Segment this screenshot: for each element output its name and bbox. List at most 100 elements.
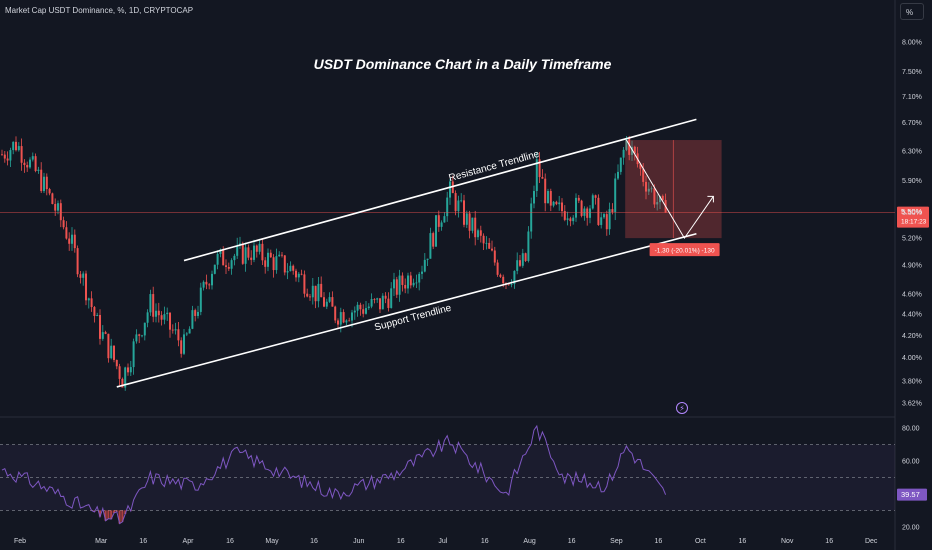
candle-body (306, 293, 309, 297)
candle-body (415, 282, 418, 284)
candle-body (617, 171, 619, 179)
candle-body (31, 156, 34, 160)
candle-body (73, 234, 76, 249)
symbol-legend: Market Cap USDT Dominance, %, 1D, CRYPTO… (5, 6, 194, 15)
rsi-oversold-fill (90, 510, 132, 524)
y-tick-label: 6.30% (902, 148, 922, 155)
candle-body (269, 252, 272, 258)
candle-body (225, 265, 227, 267)
candle-body (311, 285, 314, 298)
candle-body (51, 193, 54, 204)
candle-body (9, 150, 12, 161)
candle-body (516, 260, 519, 271)
candle-body (87, 298, 90, 301)
candle-body (250, 257, 253, 260)
candle-body (519, 260, 521, 266)
candle-body (57, 203, 59, 211)
candle-body (295, 270, 297, 278)
candle-body (348, 320, 351, 322)
candle-body (93, 307, 96, 316)
candle-body (575, 197, 577, 218)
candle-body (211, 273, 213, 286)
candle-body (437, 215, 440, 227)
candle-body (493, 250, 496, 263)
candle-body (647, 188, 650, 192)
rsi-y-tick-label: 20.00 (902, 524, 920, 531)
candle-body (216, 253, 219, 265)
candle-body (521, 253, 524, 266)
candle-body (337, 320, 339, 325)
candle-body (435, 215, 437, 247)
price-tag (897, 206, 929, 228)
chart-title: USDT Dominance Chart in a Daily Timefram… (313, 56, 612, 72)
candle-body (183, 334, 185, 354)
candle-body (155, 310, 157, 317)
candle-body (275, 256, 278, 271)
candle-body (317, 283, 320, 302)
candle-body (37, 169, 40, 171)
candle-body (513, 270, 516, 284)
candle-body (62, 220, 65, 228)
candle-body (558, 202, 561, 205)
candle-body (659, 195, 661, 203)
x-tick-label: 16 (655, 538, 663, 545)
x-tick-label: 16 (226, 538, 234, 545)
candle-body (412, 282, 415, 286)
x-tick-label: 16 (568, 538, 576, 545)
candle-body (393, 279, 395, 289)
candle-body (68, 238, 71, 244)
candle-body (625, 138, 628, 150)
candle-body (300, 273, 303, 275)
candle-body (26, 165, 29, 168)
candle-body (485, 242, 488, 244)
candle-body (460, 200, 463, 202)
x-tick-label: 16 (139, 538, 147, 545)
candle-body (121, 378, 124, 388)
candle-body (421, 271, 423, 274)
candle-body (85, 273, 87, 301)
candle-body (418, 273, 421, 283)
x-tick-label: 16 (397, 538, 405, 545)
x-tick-label: Mar (95, 538, 108, 545)
candle-body (244, 247, 247, 264)
candle-body (12, 141, 15, 151)
candle-body (314, 285, 317, 302)
candle-body (255, 245, 258, 252)
x-tick-label: 16 (481, 538, 489, 545)
candle-body (188, 328, 191, 334)
y-tick-label: 4.00% (902, 355, 922, 362)
candle-body (99, 314, 101, 339)
candle-body (443, 216, 446, 223)
x-tick-label: Aug (523, 538, 536, 545)
candle-body (502, 276, 505, 284)
candle-body (449, 181, 451, 198)
candle-body (365, 308, 367, 314)
candle-body (258, 243, 261, 252)
candle-body (471, 217, 474, 231)
candle-body (132, 341, 135, 368)
candle-body (533, 191, 535, 204)
candle-body (384, 295, 387, 299)
x-tick-label: 16 (825, 538, 833, 545)
candle-body (149, 294, 152, 313)
candle-body (17, 146, 20, 151)
candle-body (465, 213, 468, 225)
candle-body (323, 297, 325, 307)
candle-body (328, 297, 331, 302)
bolt-icon[interactable]: ⚡ (676, 402, 688, 414)
candle-body (605, 214, 608, 230)
candle-body (468, 213, 471, 231)
scale-percent-button[interactable]: % (900, 3, 924, 20)
candle-body (213, 264, 216, 274)
candle-body (101, 332, 104, 339)
y-tick-label: 3.62% (902, 401, 922, 408)
candle-body (387, 298, 390, 308)
candle-body (289, 265, 292, 272)
resistance-trendline (183, 118, 697, 262)
candle-body (236, 245, 239, 256)
rsi-y-tick-label: 80.00 (902, 426, 920, 433)
rsi-line (1, 424, 667, 525)
y-tick-label: 4.20% (902, 333, 922, 340)
candle-body (586, 208, 589, 218)
